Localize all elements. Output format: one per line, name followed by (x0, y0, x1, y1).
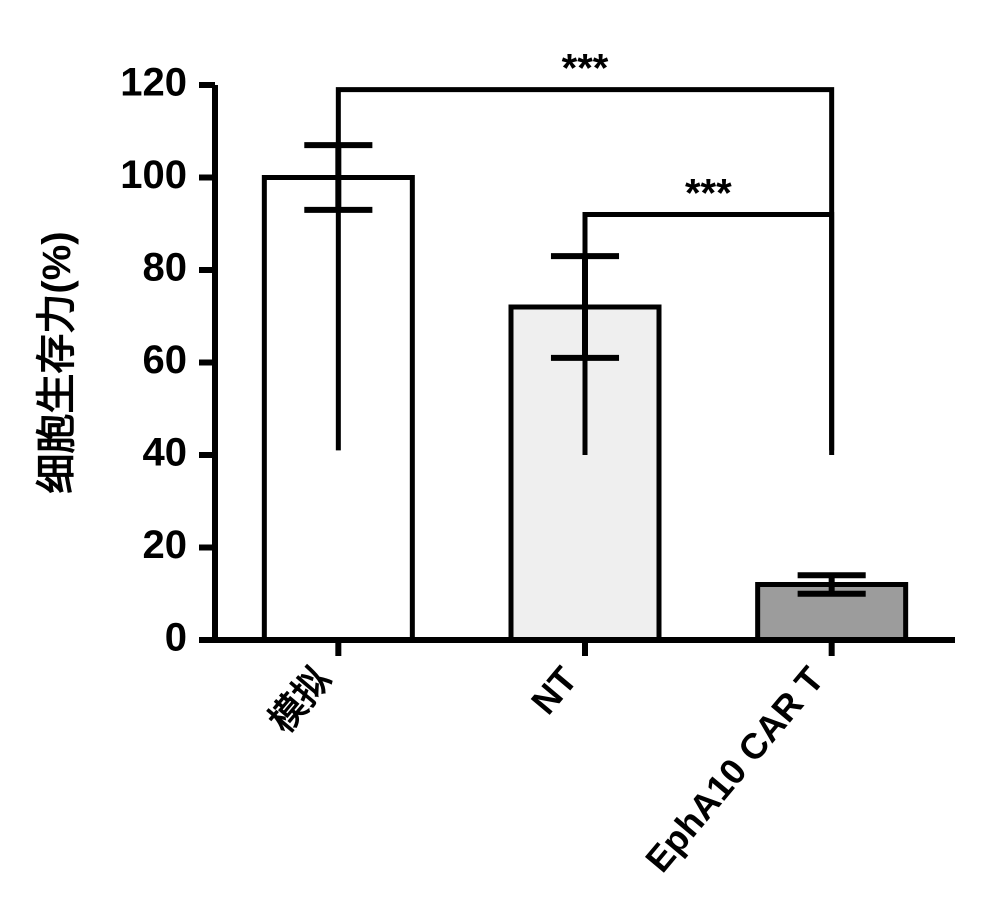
x-tick-label-epha10: EphA10 CAR T (637, 659, 832, 880)
y-tick-label: 80 (143, 246, 188, 290)
y-tick-label: 60 (143, 338, 188, 382)
y-tick-label: 20 (143, 523, 188, 567)
y-tick-label: 100 (120, 153, 187, 197)
x-tick-label-nt: NT (523, 659, 585, 722)
x-axis-ticks: 模拟 NT EphA10 CAR T (261, 640, 832, 880)
significance-label: *** (685, 172, 732, 216)
chart-container: 细胞生存力(%) 0 20 40 60 80 100 120 模拟 NT EphA10 CAR … (0, 0, 1000, 898)
y-axis-ticks: 0 20 40 60 80 100 120 (120, 61, 215, 660)
significance-label: *** (562, 47, 609, 91)
y-tick-label: 40 (143, 431, 188, 475)
x-tick-label-mock: 模拟 (261, 659, 339, 741)
y-tick-label: 0 (165, 616, 187, 660)
y-axis-title: 细胞生存力(%) (35, 231, 79, 493)
y-tick-label: 120 (120, 61, 187, 105)
bar-chart: 细胞生存力(%) 0 20 40 60 80 100 120 模拟 NT EphA10 CAR … (0, 0, 1000, 898)
